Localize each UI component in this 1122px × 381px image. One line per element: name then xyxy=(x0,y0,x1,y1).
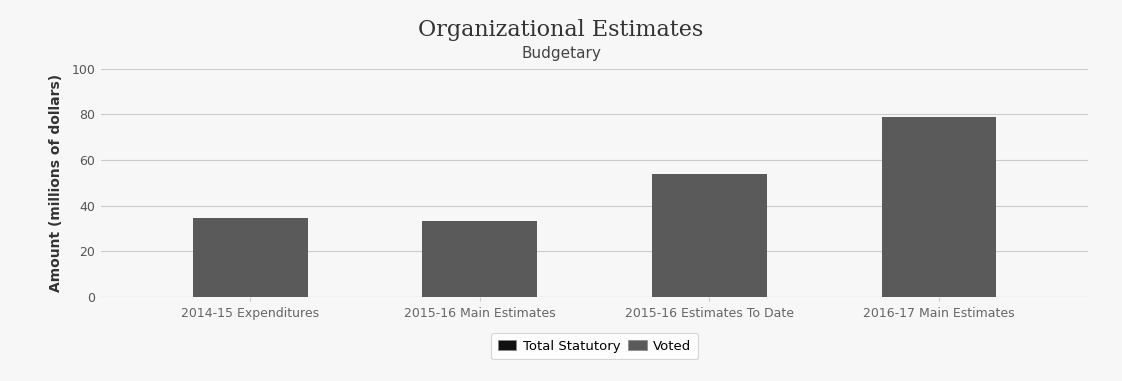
Bar xyxy=(423,221,537,297)
Bar xyxy=(882,117,996,297)
Text: Budgetary: Budgetary xyxy=(521,46,601,61)
Bar xyxy=(652,174,766,297)
Text: Organizational Estimates: Organizational Estimates xyxy=(419,19,703,41)
Y-axis label: Amount (millions of dollars): Amount (millions of dollars) xyxy=(49,74,63,292)
Legend: Total Statutory, Voted: Total Statutory, Voted xyxy=(491,333,698,359)
Bar xyxy=(193,218,307,297)
